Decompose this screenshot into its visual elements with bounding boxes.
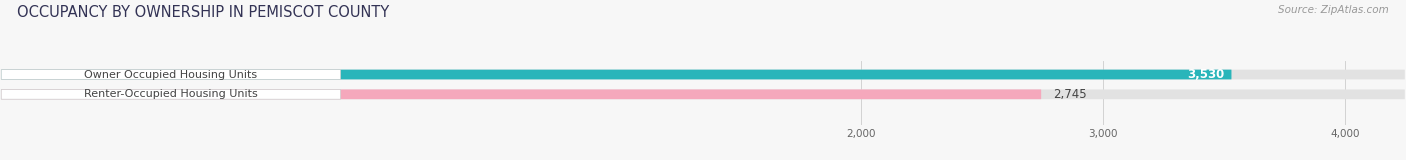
- FancyBboxPatch shape: [1, 89, 1042, 99]
- FancyBboxPatch shape: [1, 89, 1405, 99]
- Text: 3,530: 3,530: [1187, 68, 1225, 81]
- FancyBboxPatch shape: [1, 89, 340, 99]
- Text: Source: ZipAtlas.com: Source: ZipAtlas.com: [1278, 5, 1389, 15]
- FancyBboxPatch shape: [1, 70, 340, 79]
- Text: 2,745: 2,745: [1053, 88, 1087, 101]
- FancyBboxPatch shape: [1, 70, 1232, 79]
- FancyBboxPatch shape: [1, 70, 1405, 79]
- Text: OCCUPANCY BY OWNERSHIP IN PEMISCOT COUNTY: OCCUPANCY BY OWNERSHIP IN PEMISCOT COUNT…: [17, 5, 389, 20]
- Text: Renter-Occupied Housing Units: Renter-Occupied Housing Units: [84, 89, 257, 99]
- Text: Owner Occupied Housing Units: Owner Occupied Housing Units: [84, 69, 257, 80]
